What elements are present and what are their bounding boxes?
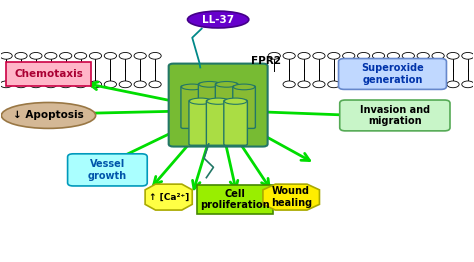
Circle shape — [104, 52, 117, 59]
Circle shape — [283, 52, 295, 59]
FancyBboxPatch shape — [68, 154, 147, 186]
Ellipse shape — [188, 11, 249, 28]
Circle shape — [283, 81, 295, 88]
Circle shape — [30, 81, 42, 88]
Text: Vessel
growth: Vessel growth — [88, 159, 127, 181]
Circle shape — [343, 81, 355, 88]
Circle shape — [313, 52, 325, 59]
Circle shape — [90, 52, 101, 59]
Circle shape — [119, 81, 131, 88]
Circle shape — [119, 52, 131, 59]
FancyBboxPatch shape — [206, 100, 230, 145]
Circle shape — [357, 52, 370, 59]
Circle shape — [0, 52, 12, 59]
FancyBboxPatch shape — [197, 185, 273, 214]
Circle shape — [149, 81, 161, 88]
Text: FPR2: FPR2 — [251, 56, 281, 66]
Text: LL-37: LL-37 — [202, 14, 234, 25]
Circle shape — [74, 52, 87, 59]
Circle shape — [373, 81, 384, 88]
Circle shape — [402, 52, 414, 59]
Circle shape — [74, 81, 87, 88]
FancyBboxPatch shape — [6, 62, 91, 86]
Circle shape — [387, 52, 400, 59]
Ellipse shape — [207, 98, 229, 104]
Circle shape — [417, 52, 429, 59]
Ellipse shape — [182, 84, 203, 90]
Ellipse shape — [216, 81, 237, 87]
Circle shape — [387, 81, 400, 88]
Circle shape — [462, 52, 474, 59]
Circle shape — [30, 52, 42, 59]
Circle shape — [134, 81, 146, 88]
FancyBboxPatch shape — [233, 86, 255, 128]
Circle shape — [60, 81, 72, 88]
FancyBboxPatch shape — [215, 83, 238, 126]
Circle shape — [447, 81, 459, 88]
Circle shape — [90, 81, 101, 88]
Text: Wound
healing: Wound healing — [271, 186, 312, 208]
Polygon shape — [263, 184, 319, 210]
Text: Superoxide
generation: Superoxide generation — [361, 63, 424, 85]
Ellipse shape — [1, 102, 96, 128]
Circle shape — [104, 81, 117, 88]
FancyBboxPatch shape — [169, 64, 268, 146]
Polygon shape — [145, 184, 192, 210]
FancyBboxPatch shape — [189, 100, 212, 145]
Circle shape — [313, 81, 325, 88]
Text: Cell
proliferation: Cell proliferation — [200, 189, 269, 210]
FancyBboxPatch shape — [198, 83, 221, 126]
Text: ↑ [Ca²⁺]: ↑ [Ca²⁺] — [148, 193, 189, 201]
Text: Invasion and
migration: Invasion and migration — [360, 105, 430, 126]
FancyBboxPatch shape — [340, 100, 450, 131]
FancyBboxPatch shape — [338, 58, 447, 89]
Circle shape — [447, 52, 459, 59]
Ellipse shape — [199, 81, 220, 87]
Circle shape — [149, 52, 161, 59]
Circle shape — [15, 52, 27, 59]
Ellipse shape — [233, 84, 255, 90]
Circle shape — [417, 81, 429, 88]
Circle shape — [328, 81, 340, 88]
Circle shape — [298, 81, 310, 88]
Circle shape — [268, 52, 280, 59]
Circle shape — [0, 81, 12, 88]
Circle shape — [432, 81, 444, 88]
Circle shape — [45, 81, 57, 88]
Circle shape — [15, 81, 27, 88]
Circle shape — [462, 81, 474, 88]
Circle shape — [298, 52, 310, 59]
Text: ↓ Apoptosis: ↓ Apoptosis — [13, 111, 84, 121]
Circle shape — [402, 81, 414, 88]
Circle shape — [134, 52, 146, 59]
Circle shape — [60, 52, 72, 59]
Circle shape — [373, 52, 384, 59]
Circle shape — [343, 52, 355, 59]
Circle shape — [357, 81, 370, 88]
Circle shape — [432, 52, 444, 59]
FancyBboxPatch shape — [224, 100, 247, 145]
FancyBboxPatch shape — [181, 86, 203, 128]
Circle shape — [328, 52, 340, 59]
Ellipse shape — [224, 98, 247, 104]
Circle shape — [45, 52, 57, 59]
Ellipse shape — [190, 98, 212, 104]
Text: Chemotaxis: Chemotaxis — [14, 69, 83, 79]
